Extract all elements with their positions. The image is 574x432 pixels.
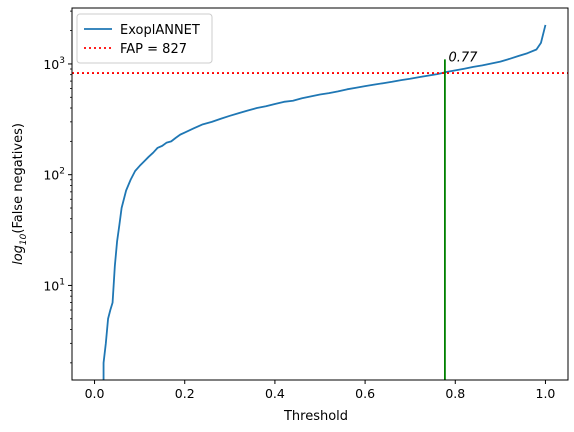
y-tick-label: 102	[43, 167, 65, 183]
series-line-exoplannet	[102, 24, 547, 380]
y-tick-exp: 3	[59, 56, 65, 66]
y-tick-exp: 1	[59, 277, 65, 287]
x-tick-label: 0.4	[265, 386, 285, 401]
legend: ExoplANNET FAP = 827	[76, 13, 213, 64]
y-tick-base: 10	[43, 168, 59, 183]
threshold-annotation: 0.77	[449, 50, 479, 65]
legend-label-exoplannet: ExoplANNET	[120, 23, 200, 38]
x-axis: 0.0 0.2 0.4 0.6 0.8 1.0	[85, 380, 556, 401]
y-axis-label-rest: (False negatives)	[11, 123, 26, 234]
y-tick-exp: 2	[59, 167, 65, 177]
y-tick-label: 103	[43, 56, 65, 72]
y-axis-label: log10(False negatives)	[11, 123, 29, 265]
x-axis-label: Threshold	[283, 409, 348, 424]
legend-label-fap: FAP = 827	[120, 42, 187, 57]
y-tick-base: 10	[43, 278, 59, 293]
plot-content	[72, 24, 568, 380]
x-tick-label: 0.2	[175, 386, 195, 401]
x-tick-label: 0.8	[445, 386, 465, 401]
x-tick-label: 0.6	[355, 386, 375, 401]
y-tick-label: 101	[43, 277, 65, 293]
y-axis-label-log: log	[11, 245, 26, 265]
axes-frame	[71, 7, 569, 381]
legend-box	[76, 13, 213, 64]
y-tick-base: 10	[43, 57, 59, 72]
y-axis-label-sub: 10	[19, 233, 29, 245]
x-tick-label: 0.0	[85, 386, 105, 401]
x-tick-label: 1.0	[536, 386, 556, 401]
